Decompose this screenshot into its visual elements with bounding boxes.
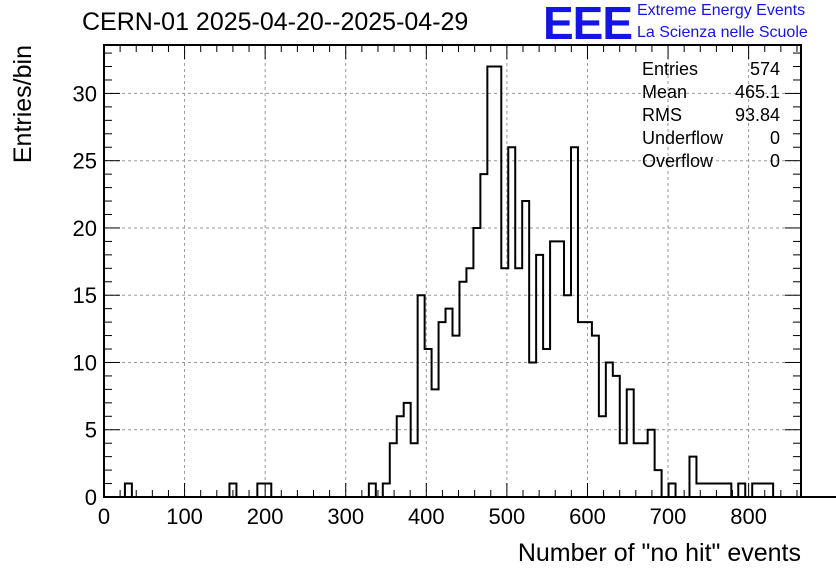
- histogram-bin: [446, 309, 453, 497]
- stat-label: Overflow: [642, 151, 714, 171]
- histogram-bin: [432, 389, 439, 497]
- histogram-bin: [564, 295, 571, 497]
- histogram-bin: [752, 484, 759, 497]
- y-tick-label: 30: [73, 81, 97, 106]
- stat-rms: RMS 93.84: [642, 104, 780, 127]
- histogram-bin: [557, 241, 564, 497]
- histogram-bin: [397, 416, 404, 497]
- y-tick-label: 10: [73, 350, 97, 375]
- x-tick-label: 0: [98, 504, 110, 529]
- stat-entries: Entries 574: [642, 58, 780, 81]
- x-tick-label: 800: [730, 504, 767, 529]
- stat-label: Underflow: [642, 128, 724, 148]
- chart-title: CERN-01 2025-04-20--2025-04-29: [82, 8, 469, 36]
- histogram-bin: [655, 470, 662, 497]
- stat-overflow: Overflow 0: [642, 150, 780, 173]
- histogram-bin: [453, 336, 460, 497]
- stat-value: 465.1: [734, 82, 780, 102]
- x-tick-label: 600: [569, 504, 606, 529]
- histogram-bin: [599, 416, 606, 497]
- histogram-bin: [620, 443, 627, 497]
- eee-logo: EEE: [543, 0, 633, 49]
- x-tick-label: 400: [408, 504, 445, 529]
- stat-value: 0: [769, 151, 780, 171]
- histogram-bin: [439, 322, 446, 497]
- histogram-bin: [536, 255, 543, 497]
- stat-value: 574: [749, 59, 780, 79]
- histogram-bin: [257, 484, 264, 497]
- stat-label: Entries: [642, 59, 699, 79]
- x-tick-label: 500: [489, 504, 526, 529]
- stat-underflow: Underflow 0: [642, 127, 780, 150]
- histogram-bin: [508, 147, 515, 497]
- histogram-bin: [390, 443, 397, 497]
- y-tick-label: 5: [85, 418, 97, 443]
- stat-label: Mean: [642, 82, 688, 102]
- histogram-bin: [515, 268, 522, 497]
- histogram-bin: [459, 282, 466, 497]
- histogram-bin: [766, 484, 773, 497]
- histogram-bin: [425, 349, 432, 497]
- histogram-bin: [724, 484, 731, 497]
- histogram-bin: [494, 67, 501, 497]
- y-tick-label: 15: [73, 283, 97, 308]
- histogram-bin: [550, 241, 557, 497]
- histogram-bin: [585, 322, 592, 497]
- stats-box: Entries 574 Mean 465.1 RMS 93.84 Underfl…: [642, 58, 780, 173]
- histogram-bin: [613, 376, 620, 497]
- histogram-bin: [703, 484, 710, 497]
- histogram-bin: [487, 67, 494, 497]
- histogram-bin: [689, 457, 696, 497]
- histogram-bin: [571, 147, 578, 497]
- plot-frame: [103, 44, 802, 498]
- x-tick-label: 700: [650, 504, 687, 529]
- x-tick-label: 100: [166, 504, 203, 529]
- histogram-bin: [669, 484, 676, 497]
- histogram-bin: [648, 430, 655, 497]
- logo-line-2: La Scienza nelle Scuole: [637, 24, 808, 41]
- y-tick-label: 0: [85, 485, 97, 510]
- histogram-bin: [543, 349, 550, 497]
- stat-mean: Mean 465.1: [642, 81, 780, 104]
- stat-value: 93.84: [734, 105, 780, 125]
- histogram-bin: [404, 403, 411, 497]
- x-tick-label: 200: [247, 504, 284, 529]
- histogram-bin: [369, 484, 376, 497]
- histogram-bin: [627, 389, 634, 497]
- y-tick-label: 20: [73, 216, 97, 241]
- stat-label: RMS: [642, 105, 682, 125]
- histogram-bin: [383, 484, 390, 497]
- histogram-bin: [466, 268, 473, 497]
- x-axis-label: Number of "no hit" events: [518, 539, 801, 567]
- histogram-bin: [738, 484, 745, 497]
- histogram-bin: [578, 322, 585, 497]
- histogram-bin: [592, 336, 599, 497]
- histogram-bin: [641, 443, 648, 497]
- y-tick-label: 25: [73, 149, 97, 174]
- y-axis-label: Entries/bin: [9, 45, 37, 163]
- x-tick-label: 300: [327, 504, 364, 529]
- histogram-bin: [418, 295, 425, 497]
- histogram-bin: [411, 443, 418, 497]
- histogram-bin: [480, 174, 487, 497]
- histogram-bin: [634, 443, 641, 497]
- logo-line-1: Extreme Energy Events: [637, 2, 806, 19]
- histogram-bin: [522, 201, 529, 497]
- histogram-bin: [125, 484, 132, 497]
- stat-value: 0: [769, 128, 780, 148]
- histogram-bin: [717, 484, 724, 497]
